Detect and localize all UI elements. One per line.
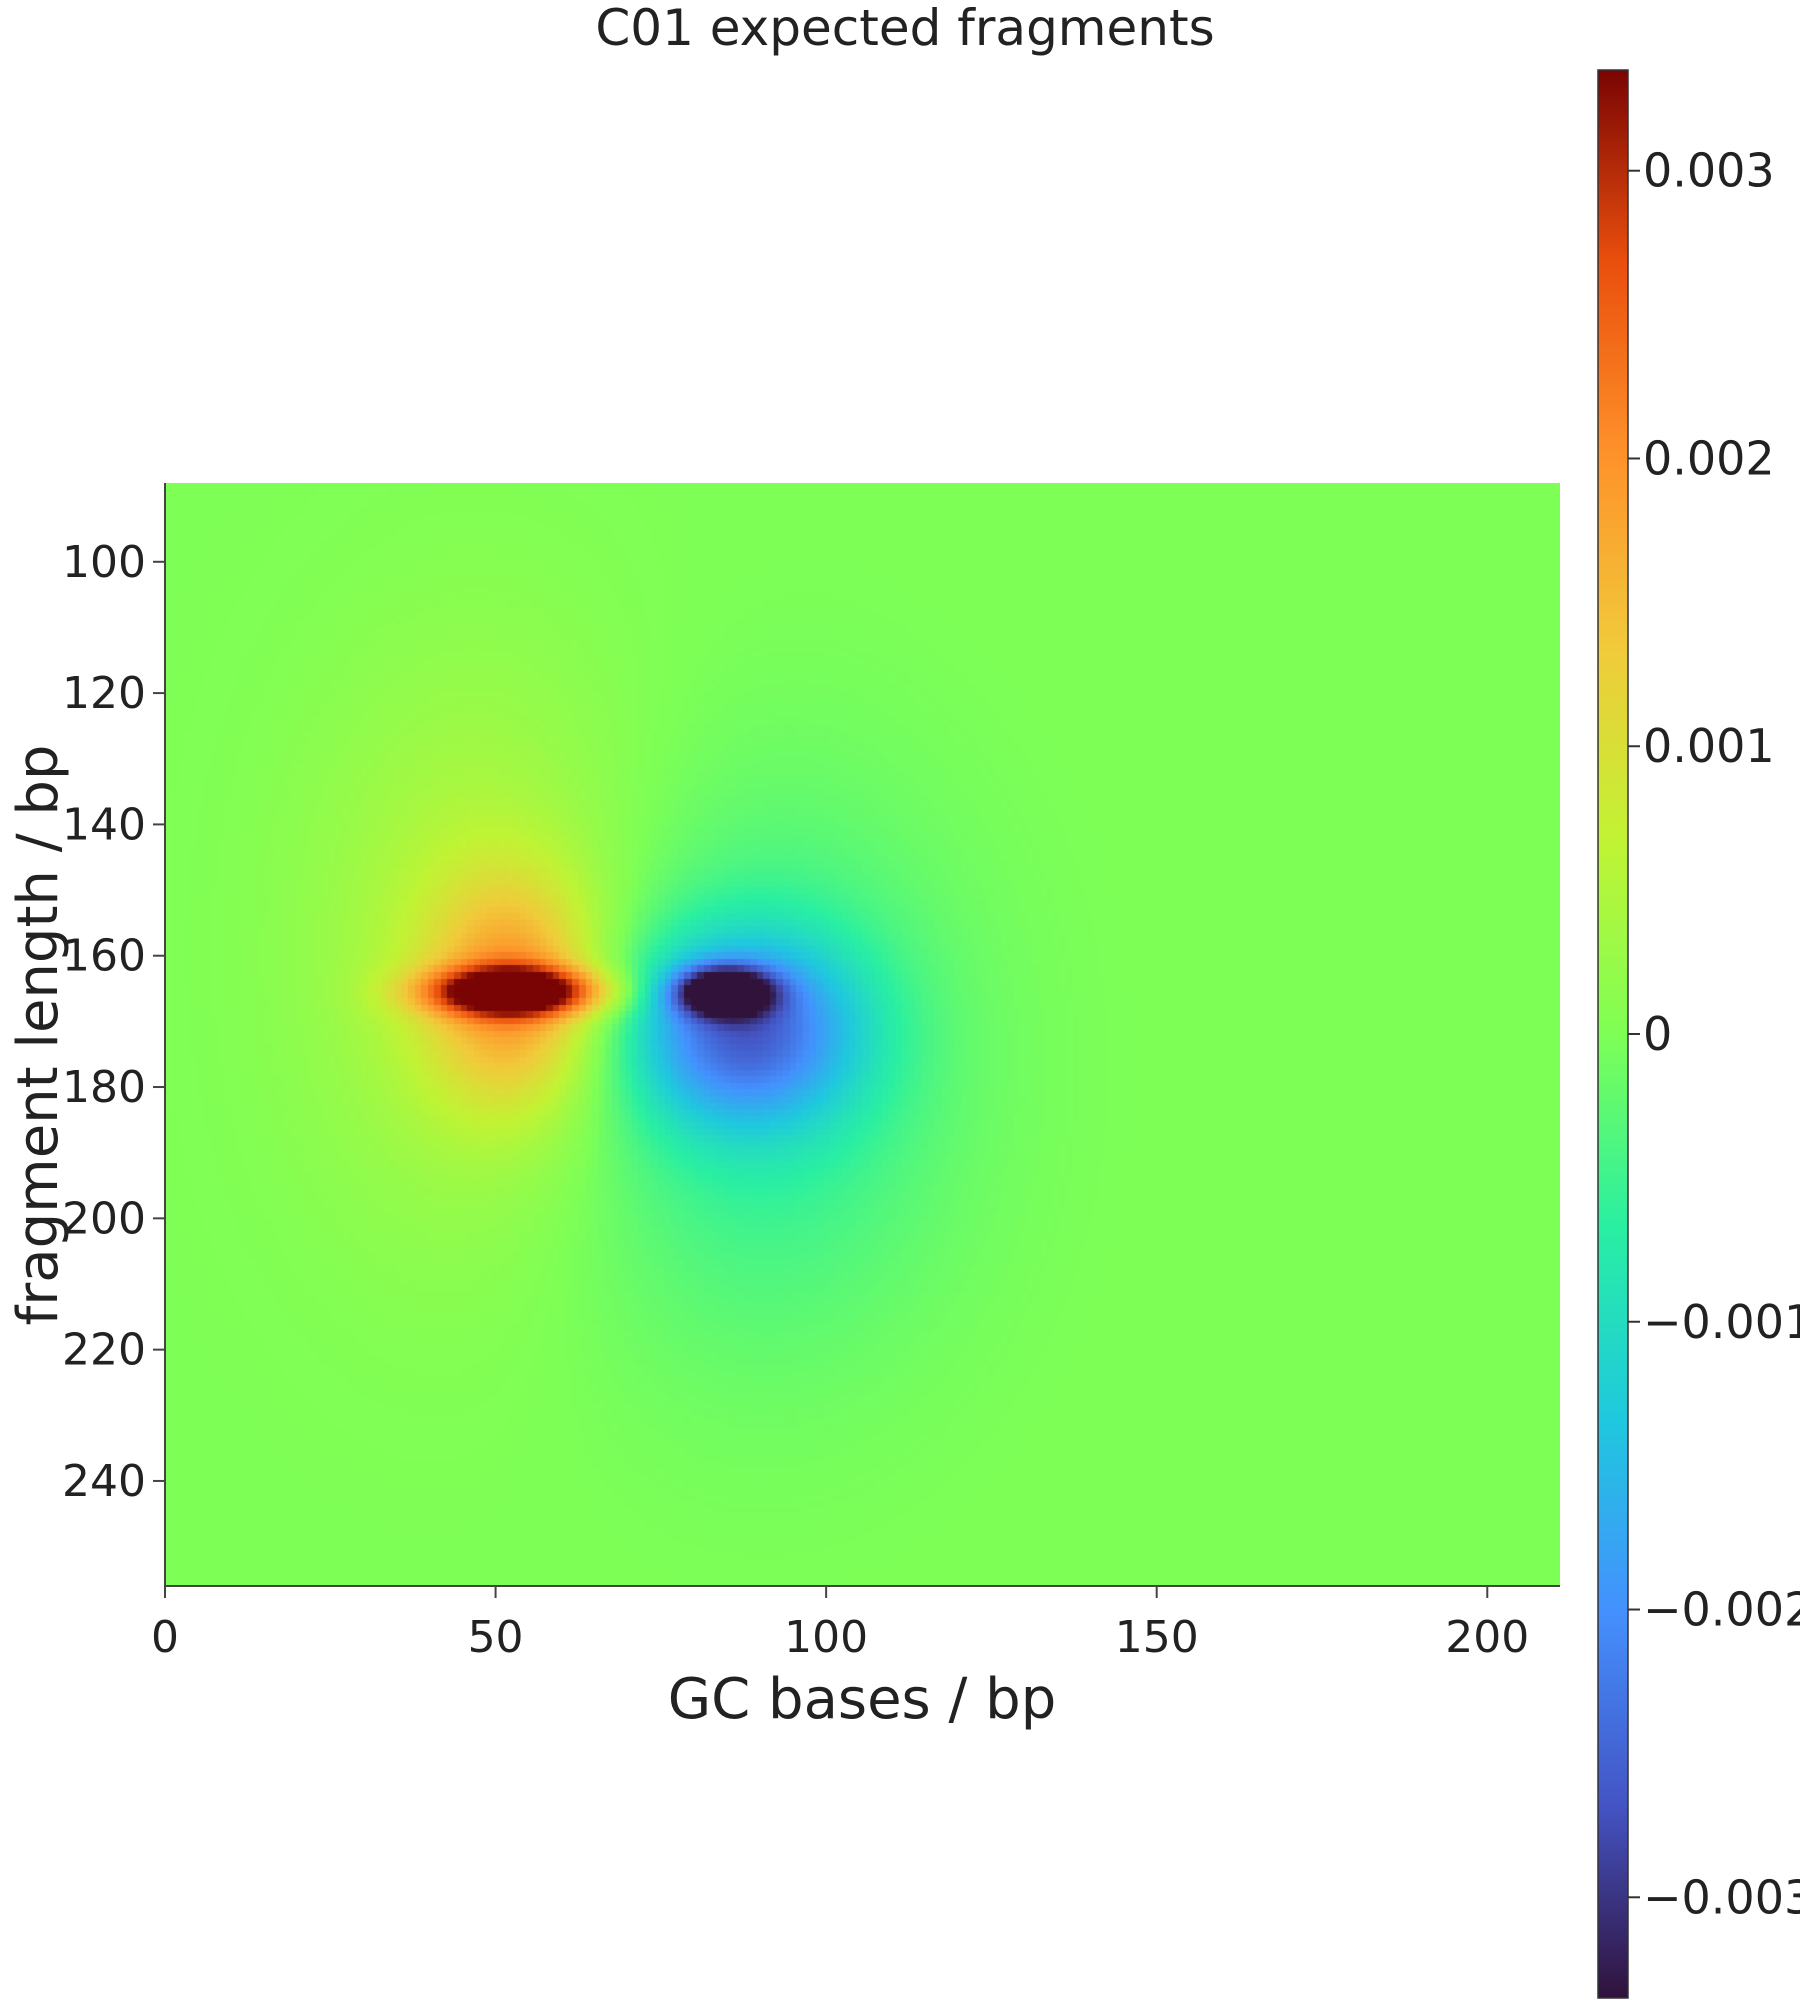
colorbar-tick-label: −0.003 (1643, 1870, 1800, 1924)
chart-title: C01 expected fragments (595, 0, 1214, 57)
x-tick-label: 100 (784, 1612, 868, 1663)
y-axis-ticks: 100 120 140 160 180 200 220 240 (62, 537, 165, 1507)
colorbar-tick-label: 0.001 (1643, 719, 1775, 773)
y-tick-label: 220 (62, 1325, 146, 1376)
colorbar-tick-label: −0.001 (1643, 1295, 1800, 1349)
colorbar-ticks: 0.003 0.002 0.001 0 −0.001 −0.002 −0.003 (1628, 144, 1800, 1924)
y-tick-label: 160 (62, 931, 146, 982)
x-tick-label: 0 (151, 1612, 179, 1663)
heatmap-plot-area (165, 483, 1560, 1586)
y-tick-label: 180 (62, 1062, 146, 1113)
colorbar-tick-label: 0.002 (1643, 431, 1775, 485)
y-tick-label: 240 (62, 1456, 146, 1507)
x-tick-label: 50 (468, 1612, 524, 1663)
colorbar-tick-label: 0.003 (1643, 144, 1775, 198)
y-axis-label: fragment length / bp (6, 745, 71, 1326)
x-axis-label: GC bases / bp (668, 1667, 1057, 1732)
heatmap-image (165, 483, 1560, 1586)
y-tick-label: 100 (62, 537, 146, 588)
colorbar-tick-label: −0.002 (1643, 1583, 1800, 1637)
x-tick-label: 150 (1115, 1612, 1199, 1663)
y-tick-label: 140 (62, 799, 146, 850)
colorbar-tick-label: 0 (1643, 1007, 1672, 1061)
x-axis-ticks: 0 50 100 150 200 (151, 1586, 1529, 1663)
y-tick-label: 200 (62, 1193, 146, 1244)
x-tick-label: 200 (1445, 1612, 1529, 1663)
colorbar (1597, 69, 1629, 1999)
y-tick-label: 120 (62, 668, 146, 719)
